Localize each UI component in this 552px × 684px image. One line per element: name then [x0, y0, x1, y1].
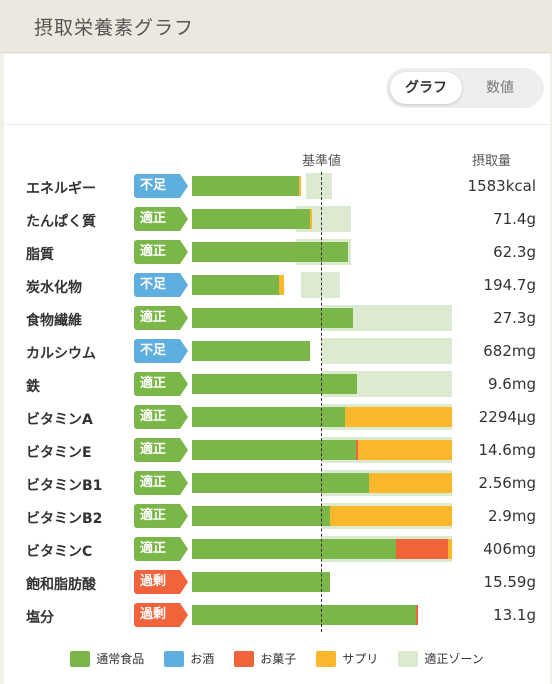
status-badge: 適正: [134, 504, 188, 528]
nutrient-name: ビタミンE: [26, 445, 92, 461]
status-badge: 不足: [134, 174, 188, 198]
bar-supplement: [298, 176, 302, 196]
legend-item: 適正ゾーン: [398, 650, 484, 667]
intake-amount: 13.1g: [493, 606, 536, 624]
legend-item: 通常食品: [70, 650, 144, 667]
intake-amount: 15.59g: [483, 573, 536, 591]
legend-label: 適正ゾーン: [424, 652, 484, 666]
intake-amount: 62.3g: [493, 243, 536, 261]
intake-amount: 406mg: [483, 540, 536, 558]
nutrient-graph-card: グラフ 数値 基準値 摂取量 エネルギー 不足 1583kcal たんぱく質 適正 71.…: [4, 54, 550, 684]
intake-amount: 9.6mg: [488, 375, 536, 393]
bar-normal-food: [192, 407, 346, 427]
bar-normal-food: [192, 440, 356, 460]
legend-swatch: [316, 650, 337, 667]
intake-amount: 71.4g: [493, 210, 536, 228]
page-title: 摂取栄養素グラフ: [34, 16, 195, 39]
nutrient-name: カルシウム: [26, 346, 96, 362]
legend: 通常食品 お酒 お菓子 サプリ 適正ゾーン: [4, 650, 550, 667]
bar-supplement: [358, 440, 452, 460]
bar-normal-food: [192, 506, 330, 526]
legend-swatch: [70, 650, 91, 667]
bar-snack: [396, 539, 449, 559]
intake-amount: 2.9mg: [488, 507, 536, 525]
intake-amount: 1583kcal: [467, 177, 536, 195]
bar-supplement: [448, 539, 452, 559]
intake-amount: 2.56mg: [478, 474, 536, 492]
baseline-line: [321, 172, 322, 632]
status-badge: 不足: [134, 273, 188, 297]
nutrient-name: 炭水化物: [26, 280, 82, 296]
bar-normal-food: [192, 308, 354, 328]
legend-item: お酒: [164, 650, 214, 667]
graph-view-button[interactable]: グラフ: [390, 72, 462, 104]
bar-supplement: [368, 473, 452, 493]
bar-normal-food: [192, 275, 280, 295]
intake-amount: 194.7g: [483, 276, 536, 294]
legend-label: サプリ: [342, 652, 379, 666]
nutrient-name: たんぱく質: [26, 214, 96, 230]
bar-normal-food: [192, 341, 311, 361]
intake-column-label: 摂取量: [472, 154, 512, 169]
bar-normal-food: [192, 242, 348, 262]
nutrient-name: 鉄: [26, 379, 40, 395]
legend-label: お菓子: [260, 652, 297, 666]
legend-item: サプリ: [316, 650, 378, 667]
nutrient-name: 食物繊維: [26, 313, 82, 329]
bar-normal-food: [192, 176, 299, 196]
status-badge: 適正: [134, 405, 188, 429]
intake-amount: 2294μg: [478, 408, 536, 426]
nutrient-name: 脂質: [26, 247, 54, 263]
intake-amount: 27.3g: [493, 309, 536, 327]
bar-normal-food: [192, 605, 416, 625]
nutrient-name: ビタミンB2: [26, 511, 103, 527]
status-badge: 適正: [134, 207, 188, 231]
bar-supplement: [329, 506, 452, 526]
nutrient-name: ビタミンA: [26, 412, 93, 428]
optimal-zone: [306, 173, 333, 199]
bar-supplement: [279, 275, 285, 295]
page-header: 摂取栄養素グラフ: [0, 0, 552, 53]
bar-normal-food: [192, 209, 311, 229]
nutrient-name: エネルギー: [26, 181, 96, 197]
value-view-button[interactable]: 数値: [486, 80, 514, 96]
status-badge: 不足: [134, 339, 188, 363]
optimal-zone: [322, 338, 452, 364]
intake-amount: 682mg: [483, 342, 536, 360]
bar-supplement: [345, 407, 452, 427]
legend-swatch: [164, 650, 185, 667]
status-badge: 適正: [134, 471, 188, 495]
legend-item: お菓子: [234, 650, 296, 667]
legend-label: 通常食品: [96, 652, 145, 666]
status-badge: 適正: [134, 372, 188, 396]
status-badge: 適正: [134, 438, 188, 462]
bar-snack: [355, 440, 359, 460]
legend-swatch: [398, 650, 419, 667]
nutrient-name: 塩分: [26, 610, 54, 626]
nutrient-name: ビタミンB1: [26, 478, 103, 494]
status-badge: 適正: [134, 306, 188, 330]
status-badge: 適正: [134, 240, 188, 264]
status-badge: 過剰: [134, 603, 188, 627]
bar-normal-food: [192, 473, 369, 493]
optimal-zone: [301, 272, 341, 298]
view-toggle[interactable]: グラフ 数値: [386, 68, 544, 108]
baseline-column-label: 基準値: [302, 154, 342, 169]
nutrient-name: ビタミンC: [26, 544, 93, 560]
bar-normal-food: [192, 572, 330, 592]
status-badge: 適正: [134, 537, 188, 561]
divider: [4, 124, 550, 125]
bar-normal-food: [192, 539, 397, 559]
legend-label: お酒: [190, 652, 215, 666]
bar-supplement: [310, 209, 312, 229]
nutrient-name: 飽和脂肪酸: [26, 577, 96, 593]
legend-swatch: [234, 650, 255, 667]
status-badge: 過剰: [134, 570, 188, 594]
bar-snack: [415, 605, 419, 625]
intake-amount: 14.6mg: [478, 441, 536, 459]
bar-normal-food: [192, 374, 358, 394]
